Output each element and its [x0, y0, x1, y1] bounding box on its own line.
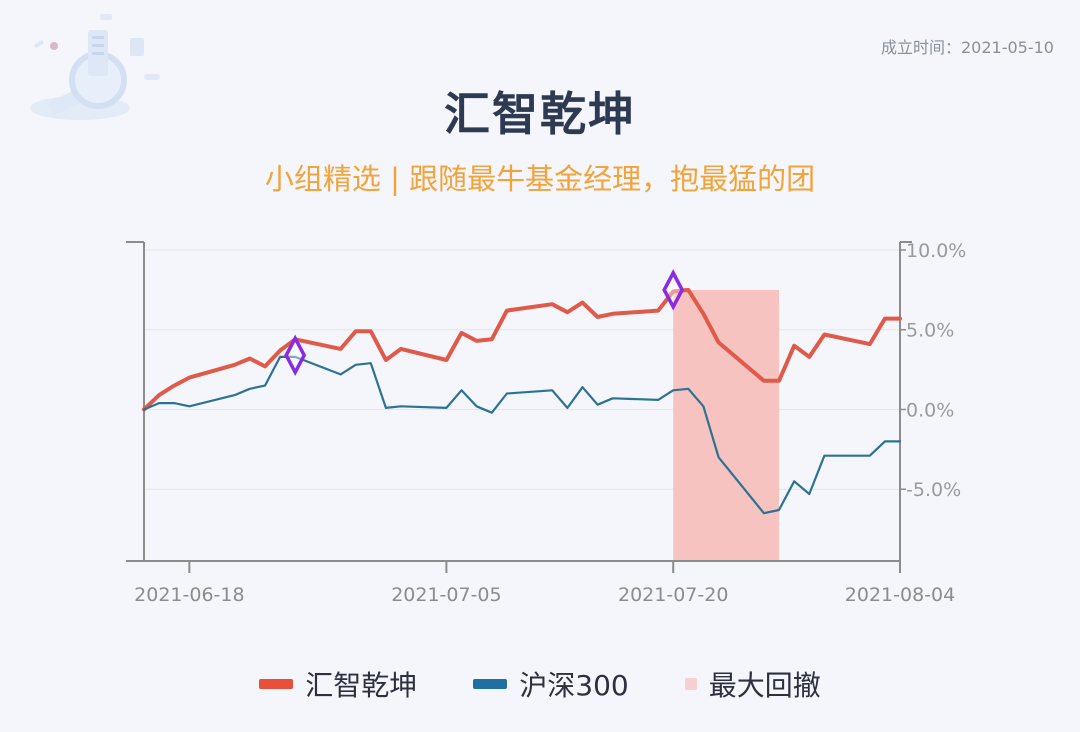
series-line-fund [142, 287, 902, 412]
chart-legend: 汇智乾坤 沪深300 最大回撤 [0, 664, 1080, 704]
magnifier-icon [30, 14, 160, 120]
legend-label-fund: 汇智乾坤 [305, 669, 418, 702]
fund-subtitle: 小组精选 | 跟随最牛基金经理，抱最猛的团 [264, 162, 816, 196]
established-date: 成立时间：2021-05-10 [881, 38, 1054, 57]
drawdown-region [673, 289, 780, 561]
x-tick-label: 2021-07-05 [391, 584, 501, 606]
x-tick-label: 2021-07-20 [618, 584, 728, 606]
legend-label-drawdown: 最大回撤 [708, 669, 821, 702]
legend-label-index: 沪深300 [519, 669, 629, 702]
y-tick-label: 0.0% [906, 399, 954, 421]
y-tick-label: 5.0% [906, 320, 954, 342]
legend-item-fund: 汇智乾坤 [259, 664, 417, 704]
y-tick-label: 10.0% [906, 240, 966, 262]
performance-chart: 10.0% 5.0% 0.0% -5.0% 2021-06-18 2021-07-05 20… [126, 240, 966, 606]
x-tick-label: 2021-06-18 [134, 584, 244, 606]
diamond-marker [662, 269, 685, 311]
series-line-index [142, 355, 902, 515]
x-tick-label: 2021-08-04 [845, 584, 955, 606]
legend-swatch-fund [259, 679, 294, 689]
legend-swatch-index [473, 679, 508, 689]
legend-item-drawdown: 最大回撤 [684, 664, 821, 704]
legend-item-index: 沪深300 [473, 664, 629, 704]
fund-title: 汇智乾坤 [444, 87, 636, 141]
legend-swatch-drawdown [684, 678, 697, 690]
diamond-marker [284, 334, 307, 377]
y-tick-label: -5.0% [906, 479, 961, 501]
decorative-illustration [30, 14, 160, 120]
